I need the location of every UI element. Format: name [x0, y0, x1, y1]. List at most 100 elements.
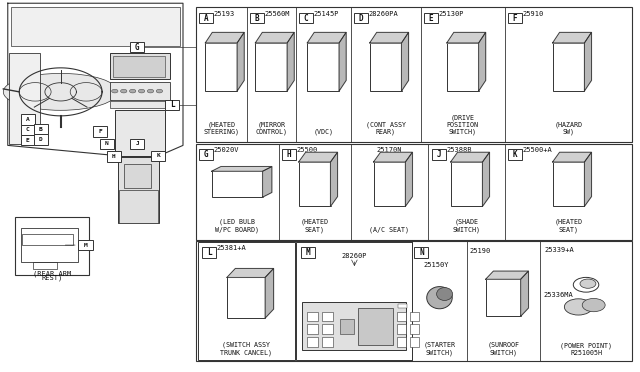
Bar: [374, 162, 405, 206]
Bar: [130, 42, 144, 52]
Bar: [20, 114, 35, 125]
Bar: [410, 311, 419, 321]
Text: B: B: [39, 126, 43, 132]
Bar: [20, 135, 35, 145]
Text: (A/C SEAT): (A/C SEAT): [369, 227, 410, 233]
Text: F: F: [99, 129, 102, 134]
Bar: [118, 157, 159, 223]
Polygon shape: [307, 32, 346, 43]
Polygon shape: [8, 3, 183, 157]
Text: (SHADE
SWITCH): (SHADE SWITCH): [452, 219, 481, 233]
Bar: [151, 151, 165, 161]
Polygon shape: [552, 152, 591, 162]
Polygon shape: [370, 32, 408, 43]
Text: 25145P: 25145P: [314, 10, 339, 17]
Text: 25910: 25910: [523, 10, 544, 17]
Bar: [79, 240, 93, 250]
Bar: [340, 319, 354, 334]
Bar: [124, 164, 151, 188]
Bar: [301, 302, 406, 350]
Polygon shape: [405, 152, 412, 206]
Circle shape: [582, 298, 605, 312]
Text: (HEATED
SEAT): (HEATED SEAT): [554, 219, 582, 233]
Bar: [370, 43, 401, 91]
Bar: [299, 162, 330, 206]
Text: (STARTER
SWITCH): (STARTER SWITCH): [424, 342, 456, 356]
Polygon shape: [552, 32, 591, 43]
Text: (POWER POINT)
R251005H: (POWER POINT) R251005H: [560, 342, 612, 356]
Polygon shape: [265, 269, 274, 318]
Circle shape: [129, 89, 136, 93]
Bar: [227, 278, 265, 318]
Polygon shape: [584, 32, 591, 91]
Text: K: K: [513, 150, 517, 159]
Polygon shape: [451, 152, 490, 162]
Text: 25190: 25190: [470, 248, 491, 254]
Bar: [20, 125, 35, 135]
Text: E: E: [26, 138, 29, 143]
Bar: [109, 82, 170, 100]
Bar: [398, 304, 407, 308]
Polygon shape: [262, 167, 272, 197]
Text: 25339+A: 25339+A: [545, 247, 575, 253]
Circle shape: [120, 89, 127, 93]
Text: (CONT ASSY
REAR): (CONT ASSY REAR): [365, 121, 406, 135]
Text: D: D: [39, 137, 43, 142]
Bar: [196, 7, 632, 142]
Polygon shape: [255, 32, 294, 43]
Polygon shape: [212, 167, 272, 171]
Bar: [354, 13, 368, 23]
Text: 25150Y: 25150Y: [424, 262, 449, 268]
Bar: [358, 308, 393, 345]
Text: 25381+A: 25381+A: [217, 245, 246, 251]
Text: C: C: [26, 127, 29, 132]
Bar: [307, 337, 318, 347]
Bar: [301, 247, 315, 258]
Circle shape: [156, 89, 163, 93]
Bar: [93, 126, 107, 137]
Text: (DRIVE
POSITION
SWITCH): (DRIVE POSITION SWITCH): [447, 114, 479, 135]
Text: (REAR ARM: (REAR ARM: [33, 270, 71, 277]
Text: J: J: [135, 141, 139, 147]
Bar: [202, 247, 216, 258]
Text: (HEATED
SEAT): (HEATED SEAT): [301, 219, 328, 233]
Ellipse shape: [436, 288, 452, 301]
Polygon shape: [479, 32, 486, 91]
Text: 25560M: 25560M: [264, 10, 290, 17]
Text: L: L: [170, 100, 175, 109]
Text: J: J: [436, 150, 441, 159]
Bar: [508, 13, 522, 23]
Text: 25193: 25193: [214, 10, 235, 17]
Bar: [100, 139, 113, 149]
Circle shape: [564, 299, 593, 315]
Polygon shape: [486, 271, 529, 279]
Polygon shape: [339, 32, 346, 91]
Ellipse shape: [573, 278, 599, 292]
Bar: [15, 217, 89, 275]
Polygon shape: [287, 32, 294, 91]
Bar: [307, 311, 318, 321]
Text: (LED BULB
W/PC BOARD): (LED BULB W/PC BOARD): [215, 219, 259, 233]
Text: H: H: [287, 150, 291, 159]
Text: (HAZARD
SW): (HAZARD SW): [554, 121, 582, 135]
Text: G: G: [204, 150, 208, 159]
Text: M: M: [305, 248, 310, 257]
Bar: [22, 234, 74, 245]
Text: 25500+A: 25500+A: [523, 147, 552, 153]
Bar: [552, 162, 584, 206]
Bar: [451, 162, 483, 206]
Bar: [33, 262, 58, 269]
Text: 25388B: 25388B: [446, 147, 472, 153]
Bar: [113, 56, 165, 77]
Ellipse shape: [580, 279, 596, 288]
Bar: [9, 53, 40, 144]
Polygon shape: [237, 32, 244, 91]
Circle shape: [147, 89, 154, 93]
Bar: [11, 7, 180, 46]
Bar: [414, 247, 428, 258]
Bar: [397, 324, 406, 334]
Bar: [119, 190, 157, 223]
Bar: [34, 124, 48, 134]
Bar: [508, 150, 522, 160]
Text: L: L: [207, 248, 211, 257]
